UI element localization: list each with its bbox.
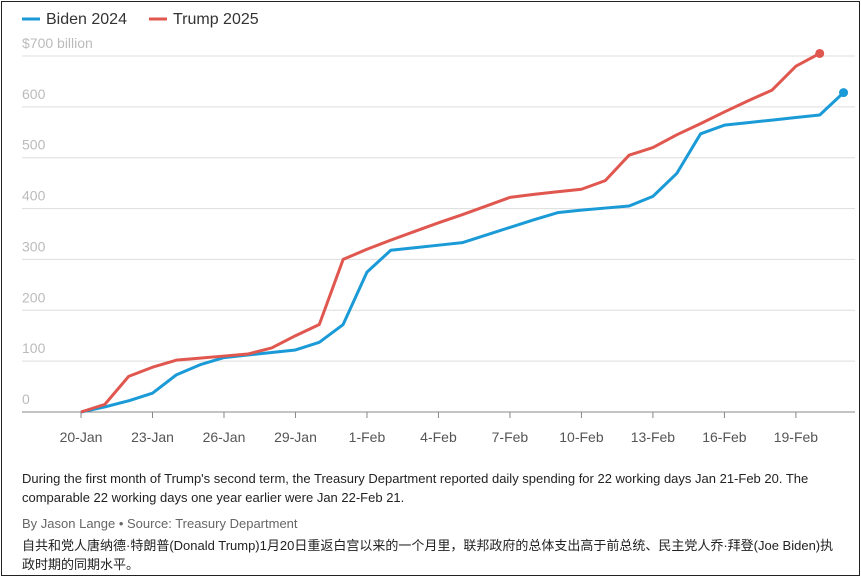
x-tick-label: 16-Feb (702, 429, 747, 445)
y-tick-label: 200 (22, 289, 46, 305)
y-tick-label: 500 (22, 137, 46, 153)
y-tick-label: 100 (22, 340, 46, 356)
y-tick-label: 300 (22, 238, 46, 254)
legend-label: Trump 2025 (173, 11, 259, 28)
series-line (80, 52, 821, 414)
chart: 0 100 200 300 400 500 600 $700 billion 20-Jan 23-… (22, 11, 855, 445)
x-tick-label: 13-Feb (631, 429, 676, 445)
x-tick-label: 19-Feb (774, 429, 819, 445)
x-tick-label: 10-Feb (559, 429, 604, 445)
caption: During the first month of Trump's second… (22, 471, 809, 505)
y-tick-label: 600 (22, 86, 46, 102)
x-tick-label: 4-Feb (420, 429, 457, 445)
y-tick-label: 0 (22, 391, 30, 407)
end-dot (839, 88, 849, 98)
y-tick-label: 400 (22, 188, 46, 204)
x-tick-label: 29-Jan (274, 429, 317, 445)
x-tick-label: 20-Jan (60, 429, 103, 445)
x-tick-label: 23-Jan (131, 429, 174, 445)
x-tick-label: 26-Jan (203, 429, 246, 445)
x-tick-label: 7-Feb (492, 429, 529, 445)
end-dot (815, 48, 825, 58)
x-tick-label: 1-Feb (349, 429, 386, 445)
y-tick-label: $700 billion (22, 35, 93, 51)
series-line (80, 91, 845, 414)
byline: By Jason Lange • Source: Treasury Depart… (22, 516, 298, 531)
legend-label: Biden 2024 (46, 11, 127, 28)
note: 自共和党人唐纳德·特朗普(Donald Trump)1月20日重返白宫以来的一个… (22, 538, 834, 572)
